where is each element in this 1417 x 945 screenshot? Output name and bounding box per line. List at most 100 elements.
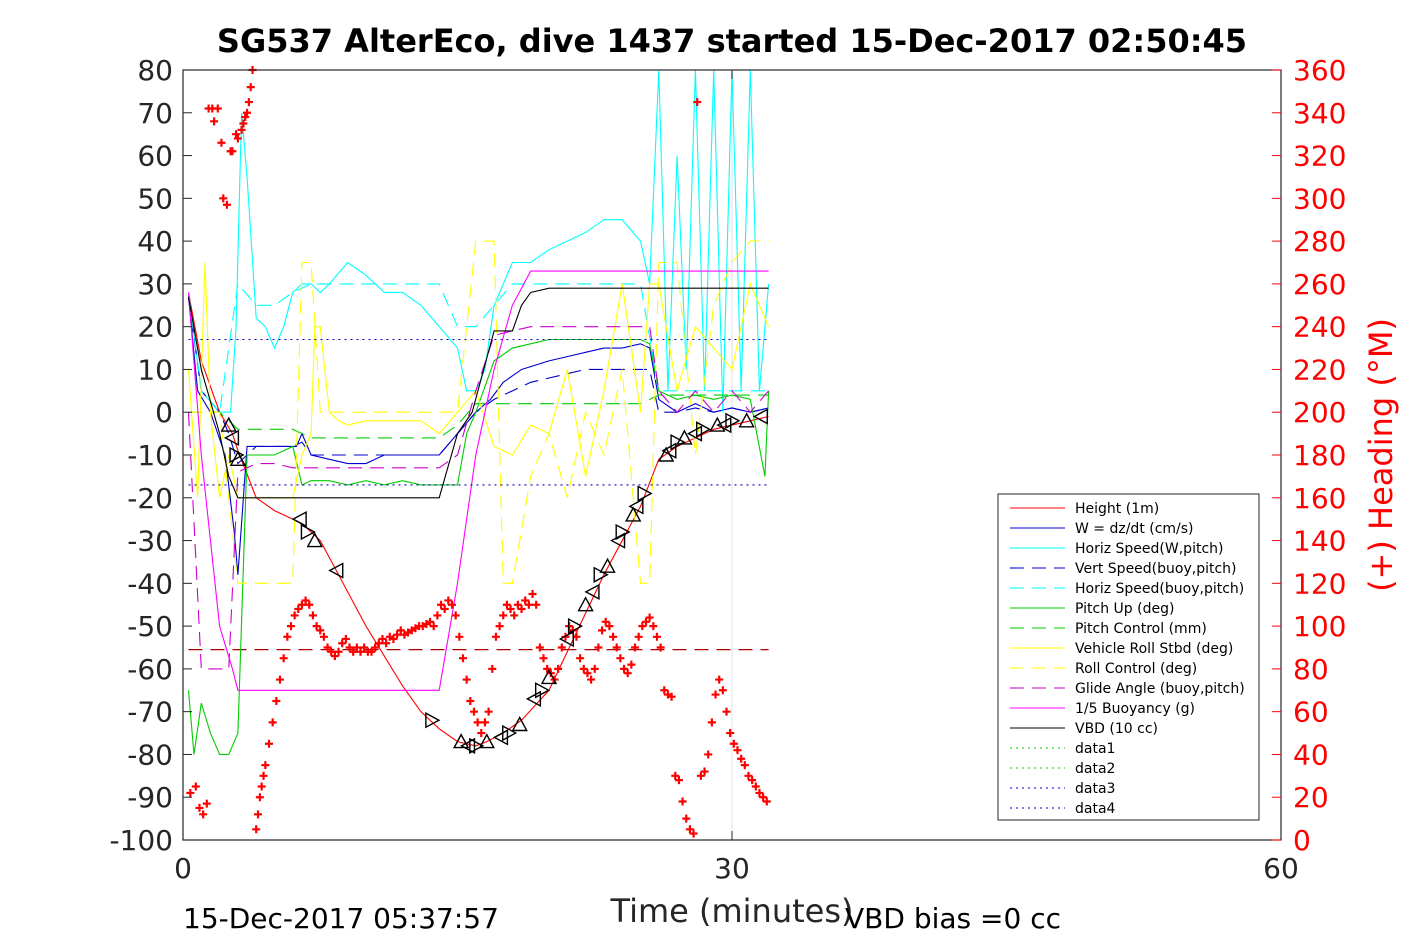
heading-point <box>275 675 284 684</box>
left-tick-label: -80 <box>127 738 173 771</box>
heading-point <box>718 686 727 695</box>
heading-point <box>645 613 654 622</box>
triangle-marker <box>525 690 542 708</box>
right-tick-label: 140 <box>1293 525 1346 558</box>
heading-point <box>579 664 588 673</box>
series-line-height-1m <box>187 292 769 747</box>
heading-point <box>682 814 691 823</box>
left-tick-label: -40 <box>127 567 173 600</box>
triangle-marker <box>229 450 247 466</box>
right-tick-label: 240 <box>1293 311 1346 344</box>
heading-point <box>484 707 493 716</box>
heading-point <box>685 825 694 834</box>
heading-point <box>283 632 292 641</box>
right-tick-label: 360 <box>1293 54 1346 87</box>
right-tick-label: 300 <box>1293 182 1346 215</box>
triangle-marker <box>670 433 686 451</box>
heading-point <box>480 718 489 727</box>
triangle-markers <box>220 408 768 755</box>
series-line-pitch-control-mm <box>188 394 769 439</box>
triangle-marker <box>599 557 616 573</box>
heading-point <box>502 600 511 609</box>
heading-point <box>729 739 738 748</box>
heading-point <box>389 634 398 643</box>
left-tick-label: -10 <box>127 439 173 472</box>
heading-point <box>252 825 261 834</box>
legend-items: Height (1m) W = dz/dt (cm/s) Horiz Speed(W… <box>1010 501 1245 817</box>
left-tick-label: 60 <box>137 140 173 173</box>
heading-point <box>594 643 603 652</box>
left-tick-label: 70 <box>137 97 173 130</box>
heading-point <box>587 675 596 684</box>
heading-point <box>396 626 405 635</box>
triangle-marker <box>328 562 344 579</box>
right-tick-label: 0 <box>1293 824 1311 857</box>
heading-point <box>748 776 757 785</box>
series-line-glide-angle-buoy-pitch <box>187 326 770 670</box>
chart-title: SG537 AlterEco, dive 1437 started 15-Dec… <box>217 22 1247 60</box>
legend-label: Horiz Speed(buoy,pitch) <box>1075 581 1244 597</box>
heading-point <box>312 622 321 631</box>
heading-point <box>499 611 508 620</box>
heading-point <box>319 632 328 641</box>
legend-label: data3 <box>1075 781 1115 797</box>
x-axis-tick-labels: 0 30 60 <box>174 852 1299 885</box>
right-tick-label: 260 <box>1293 268 1346 301</box>
heading-point <box>316 626 325 635</box>
right-axis-tick-labels: 3603403203002802602402202001801601401201… <box>1293 54 1346 857</box>
heading-point <box>219 194 228 203</box>
heading-point <box>279 654 288 663</box>
left-tick-label: -60 <box>127 653 173 686</box>
left-tick-label: -90 <box>127 781 173 814</box>
right-tick-label: 40 <box>1293 738 1329 771</box>
heading-point <box>652 632 661 641</box>
heading-point <box>524 600 533 609</box>
triangle-marker <box>676 429 693 445</box>
heading-point <box>349 647 358 656</box>
triangle-marker <box>460 737 476 755</box>
heading-point <box>444 596 453 605</box>
heading-point <box>265 739 274 748</box>
heading-point <box>495 622 504 631</box>
heading-point <box>638 622 647 631</box>
heading-point <box>631 643 640 652</box>
heading-point <box>751 782 760 791</box>
right-tick-label: 100 <box>1293 610 1346 643</box>
heading-point <box>466 696 475 705</box>
heading-point <box>590 664 599 673</box>
heading-point <box>244 98 253 107</box>
left-tick-label: 50 <box>137 182 173 215</box>
heading-point <box>305 600 314 609</box>
heading-point <box>360 643 369 652</box>
series-line-roll-control-deg <box>188 240 769 584</box>
heading-point <box>371 643 380 652</box>
legend-label: data2 <box>1075 761 1115 777</box>
right-tick-label: 320 <box>1293 140 1346 173</box>
heading-point <box>433 611 442 620</box>
heading-point <box>191 782 200 791</box>
triangle-marker <box>584 583 600 601</box>
heading-point <box>228 147 237 156</box>
left-tick-label: -100 <box>109 824 173 857</box>
heading-point <box>477 729 486 738</box>
heading-point <box>232 130 241 139</box>
heading-point <box>323 643 332 652</box>
triangle-marker <box>709 416 726 432</box>
heading-point <box>576 654 585 663</box>
heading-point <box>455 632 464 641</box>
heading-point <box>186 788 195 797</box>
left-tick-label: 40 <box>137 225 173 258</box>
legend-label: Glide Angle (buoy,pitch) <box>1075 681 1245 697</box>
heading-point <box>711 690 720 699</box>
legend-label: Pitch Up (deg) <box>1075 601 1174 617</box>
heading-point <box>762 797 771 806</box>
triangle-marker <box>300 523 316 541</box>
heading-point <box>290 611 299 620</box>
heading-point <box>334 647 343 656</box>
series-line-vbd-10-cc <box>187 287 769 499</box>
triangle-marker <box>229 446 245 464</box>
heading-point <box>554 664 563 673</box>
triangle-marker <box>291 510 307 528</box>
right-tick-label: 180 <box>1293 439 1346 472</box>
